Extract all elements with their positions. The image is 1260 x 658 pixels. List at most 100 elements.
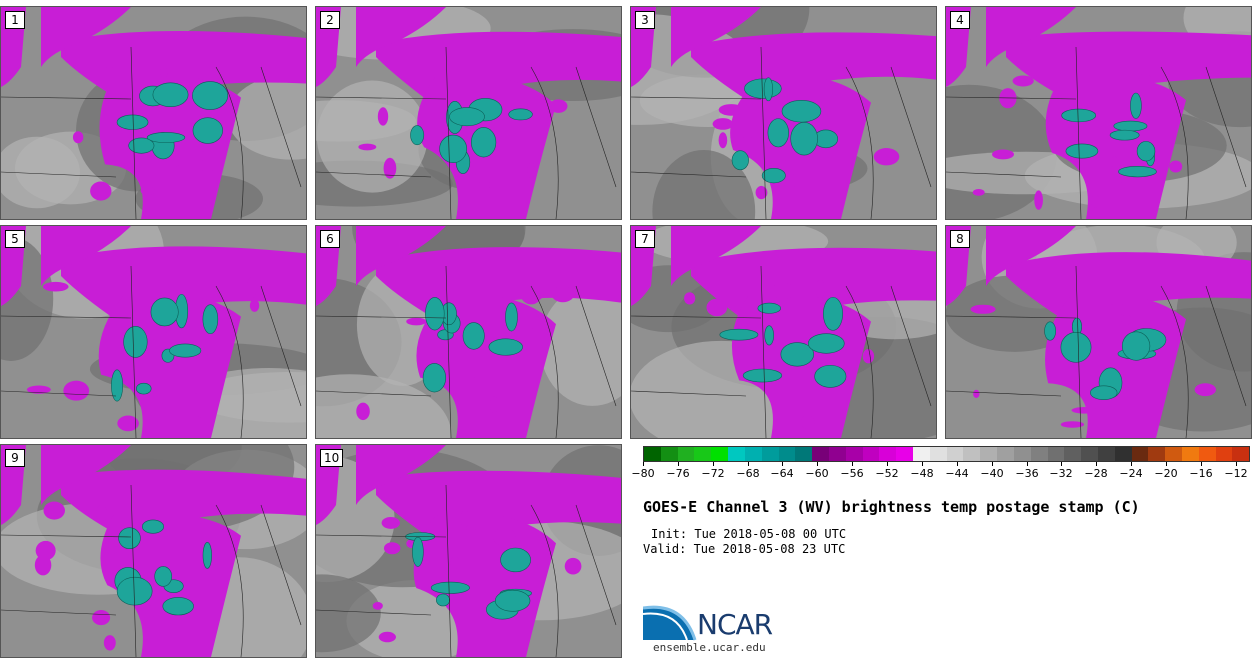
panel-number: 9 bbox=[5, 449, 25, 467]
colorbar-tick-label: −24 bbox=[1119, 467, 1143, 480]
panel-9: 9 bbox=[0, 444, 307, 658]
colorbar-tick bbox=[643, 462, 644, 466]
panel-5: 5 bbox=[0, 225, 307, 439]
colorbar-swatch bbox=[1013, 447, 1031, 461]
colorbar-tick bbox=[1201, 462, 1202, 466]
colorbar-ticks: −80 −76 −72 −68 −64 −60 −56 −52 −48 −44 −40 −36 −32−… bbox=[631, 462, 1248, 482]
colorbar-swatch bbox=[744, 447, 762, 461]
colorbar-swatch bbox=[963, 447, 981, 461]
colorbar-swatch bbox=[660, 447, 678, 461]
panel-map bbox=[946, 7, 1251, 219]
panel-number: 7 bbox=[635, 230, 655, 248]
colorbar-tick-label: −56 bbox=[840, 467, 864, 480]
colorbar-swatch bbox=[828, 447, 846, 461]
colorbar-swatch bbox=[879, 447, 897, 461]
colorbar-swatch bbox=[1030, 447, 1048, 461]
panel-map bbox=[316, 7, 621, 219]
colorbar-swatch bbox=[997, 447, 1014, 461]
colorbar-tick bbox=[1096, 462, 1097, 466]
colorbar-tick bbox=[957, 462, 958, 466]
colorbar-swatch bbox=[1148, 447, 1166, 461]
panel-map bbox=[631, 7, 936, 219]
colorbar-tick bbox=[1027, 462, 1028, 466]
logo-url: ensemble.ucar.edu bbox=[653, 641, 766, 654]
colorbar-tick-label: −80 bbox=[631, 467, 655, 480]
panel-map bbox=[946, 226, 1251, 438]
colorbar-tick-label: −72 bbox=[701, 467, 725, 480]
colorbar-swatch bbox=[1215, 447, 1233, 461]
colorbar-tick-label: −28 bbox=[1084, 467, 1108, 480]
logo-text: NCAR bbox=[697, 608, 773, 641]
colorbar-tick-label: −60 bbox=[805, 467, 829, 480]
valid-time: Valid: Tue 2018-05-08 23 UTC bbox=[643, 542, 846, 556]
colorbar-swatch bbox=[812, 447, 829, 461]
colorbar-swatch bbox=[862, 447, 880, 461]
colorbar-swatch bbox=[1064, 447, 1082, 461]
colorbar-swatch bbox=[845, 447, 863, 461]
colorbar-swatch bbox=[913, 447, 930, 461]
colorbar-swatch bbox=[980, 447, 998, 461]
colorbar-tick bbox=[1166, 462, 1167, 466]
colorbar-tick-label: −76 bbox=[666, 467, 690, 480]
colorbar-tick-label: −12 bbox=[1224, 467, 1248, 480]
colorbar bbox=[643, 446, 1250, 462]
panel-number: 6 bbox=[320, 230, 340, 248]
ncar-logo bbox=[643, 605, 697, 641]
panel-map bbox=[631, 226, 936, 438]
init-time: Init: Tue 2018-05-08 00 UTC bbox=[651, 527, 847, 541]
colorbar-tick-label: −36 bbox=[1015, 467, 1039, 480]
colorbar-tick-label: −44 bbox=[945, 467, 969, 480]
colorbar-swatch bbox=[1198, 447, 1216, 461]
panel-7: 7 bbox=[630, 225, 937, 439]
panel-map bbox=[1, 445, 306, 657]
colorbar-swatch bbox=[778, 447, 796, 461]
panel-number: 10 bbox=[320, 449, 344, 467]
colorbar-swatch bbox=[1165, 447, 1182, 461]
colorbar-tick bbox=[678, 462, 679, 466]
colorbar-swatch bbox=[929, 447, 947, 461]
colorbar-tick-label: −64 bbox=[770, 467, 794, 480]
colorbar-swatch bbox=[1232, 447, 1250, 461]
colorbar-tick bbox=[852, 462, 853, 466]
colorbar-swatch bbox=[1114, 447, 1132, 461]
colorbar-tick-label: −20 bbox=[1154, 467, 1178, 480]
colorbar-swatch bbox=[677, 447, 695, 461]
panel-6: 6 bbox=[315, 225, 622, 439]
colorbar-tick bbox=[992, 462, 993, 466]
panel-10: 10 bbox=[315, 444, 622, 658]
panel-number: 5 bbox=[5, 230, 25, 248]
panel-8: 8 bbox=[945, 225, 1252, 439]
panel-3: 3 bbox=[630, 6, 937, 220]
colorbar-tick bbox=[782, 462, 783, 466]
panel-map bbox=[316, 445, 621, 657]
colorbar-tick bbox=[887, 462, 888, 466]
colorbar-swatch bbox=[728, 447, 745, 461]
colorbar-swatch bbox=[946, 447, 964, 461]
colorbar-tick-label: −40 bbox=[980, 467, 1004, 480]
panel-number: 3 bbox=[635, 11, 655, 29]
colorbar-tick bbox=[748, 462, 749, 466]
colorbar-swatch bbox=[1081, 447, 1098, 461]
colorbar-tick-label: −32 bbox=[1049, 467, 1073, 480]
colorbar-swatch bbox=[1182, 447, 1199, 461]
colorbar-tick-label: −52 bbox=[875, 467, 899, 480]
panel-map bbox=[1, 226, 306, 438]
colorbar-swatch bbox=[896, 447, 913, 461]
panel-2: 2 bbox=[315, 6, 622, 220]
colorbar-tick-label: −48 bbox=[910, 467, 934, 480]
colorbar-swatch bbox=[761, 447, 779, 461]
panel-number: 4 bbox=[950, 11, 970, 29]
figure-title: GOES-E Channel 3 (WV) brightness temp po… bbox=[643, 498, 1140, 516]
colorbar-tick-label: −16 bbox=[1189, 467, 1213, 480]
colorbar-tick-label: −68 bbox=[736, 467, 760, 480]
colorbar-swatch bbox=[694, 447, 712, 461]
panel-4: 4 bbox=[945, 6, 1252, 220]
panel-number: 2 bbox=[320, 11, 340, 29]
colorbar-swatch bbox=[1097, 447, 1115, 461]
panel-number: 8 bbox=[950, 230, 970, 248]
colorbar-tick bbox=[817, 462, 818, 466]
panel-number: 1 bbox=[5, 11, 25, 29]
colorbar-tick bbox=[713, 462, 714, 466]
colorbar-swatch bbox=[711, 447, 729, 461]
colorbar-tick bbox=[1061, 462, 1062, 466]
